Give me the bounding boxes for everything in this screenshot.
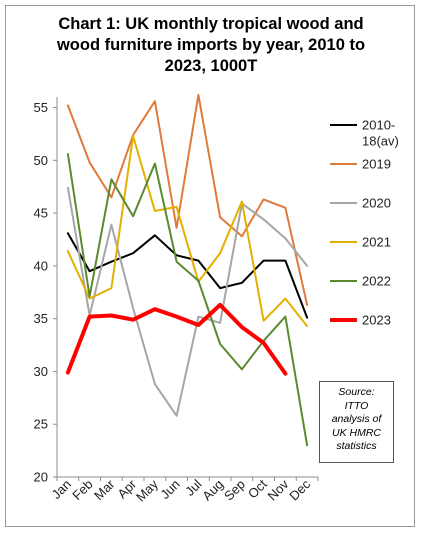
legend-label-2021: 2021 bbox=[362, 235, 391, 250]
chart-title-line-2: wood furniture imports by year, 2010 to bbox=[56, 36, 366, 54]
chart-title: Chart 1: UK monthly tropical wood and wo… bbox=[0, 14, 422, 77]
x-tick-label-jun: Jun bbox=[157, 477, 182, 502]
source-line-4: UK HMRC bbox=[332, 426, 381, 439]
x-tick-label-oct: Oct bbox=[245, 476, 270, 501]
series-line-2010-18-av- bbox=[66, 232, 309, 319]
legend-label-2019: 2019 bbox=[362, 157, 391, 172]
source-line-1: Source: bbox=[338, 386, 375, 398]
legend-label-2022: 2022 bbox=[362, 274, 391, 289]
legend-label-2010-18-av--1: 2010- bbox=[362, 118, 395, 133]
y-tick-label-40: 40 bbox=[34, 258, 48, 273]
x-tick-label-nov: Nov bbox=[265, 476, 292, 503]
y-tick-label-55: 55 bbox=[34, 100, 48, 115]
x-tick-label-mar: Mar bbox=[91, 476, 118, 503]
chart-title-line-3: 2023, 1000T bbox=[164, 57, 258, 75]
y-tick-label-35: 35 bbox=[34, 311, 48, 326]
y-tick-label-45: 45 bbox=[34, 206, 48, 221]
y-tick-label-30: 30 bbox=[34, 364, 48, 379]
y-tick-label-20: 20 bbox=[34, 470, 48, 485]
series-line-2019 bbox=[66, 93, 309, 306]
series-line-2023 bbox=[65, 302, 288, 376]
series-line-2020 bbox=[66, 186, 309, 417]
source-line-5: statistics bbox=[336, 440, 377, 452]
legend-label-2020: 2020 bbox=[362, 196, 391, 211]
chart-title-line-1: Chart 1: UK monthly tropical wood and bbox=[58, 15, 364, 33]
x-tick-label-jan: Jan bbox=[49, 477, 74, 502]
legend-label-2023: 2023 bbox=[362, 313, 391, 328]
x-tick-label-sep: Sep bbox=[221, 477, 248, 504]
series-line-2022 bbox=[66, 153, 309, 447]
y-tick-label-25: 25 bbox=[34, 417, 48, 432]
source-line-2: ITTO bbox=[344, 399, 369, 412]
x-tick-label-aug: Aug bbox=[199, 477, 226, 504]
x-tick-label-dec: Dec bbox=[286, 476, 313, 503]
y-tick-label-50: 50 bbox=[34, 153, 48, 168]
x-tick-label-feb: Feb bbox=[69, 477, 95, 503]
series-line-2021 bbox=[66, 135, 309, 328]
source-line-3: analysis of bbox=[331, 413, 382, 425]
source-note: Source: ITTO analysis of UK HMRC statist… bbox=[319, 381, 394, 463]
legend-label-2010-18-av--2: 18(av) bbox=[362, 134, 399, 149]
